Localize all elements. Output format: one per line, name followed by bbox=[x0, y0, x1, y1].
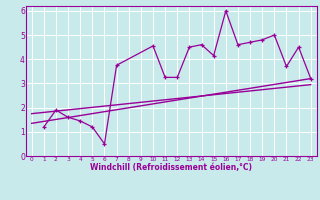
X-axis label: Windchill (Refroidissement éolien,°C): Windchill (Refroidissement éolien,°C) bbox=[90, 163, 252, 172]
